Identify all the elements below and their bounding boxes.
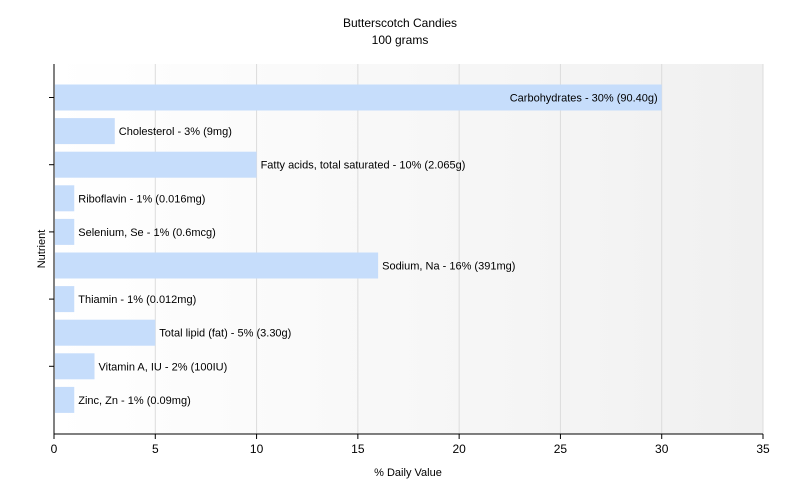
bar bbox=[55, 353, 95, 380]
chart-subtitle: 100 grams bbox=[372, 33, 429, 47]
bar-labels: Carbohydrates - 30% (90.40g) Cholesterol … bbox=[78, 93, 657, 407]
bar-label: Fatty acids, total saturated - 10% (2.06… bbox=[261, 160, 466, 172]
bar-label: Total lipid (fat) - 5% (3.30g) bbox=[159, 328, 291, 340]
x-tick-label: 25 bbox=[554, 442, 568, 456]
x-tick-label: 5 bbox=[152, 442, 159, 456]
x-axis-label: % Daily Value bbox=[374, 467, 442, 479]
bar bbox=[55, 218, 75, 245]
bar-label: Zinc, Zn - 1% (0.09mg) bbox=[78, 395, 190, 407]
chart-title: Butterscotch Candies bbox=[343, 16, 457, 30]
bar bbox=[55, 84, 662, 111]
bar-label: Riboflavin - 1% (0.016mg) bbox=[78, 193, 205, 205]
x-tick-label: 10 bbox=[250, 442, 264, 456]
y-axis-label: Nutrient bbox=[36, 230, 48, 269]
bar bbox=[55, 386, 75, 413]
bar bbox=[55, 151, 257, 178]
x-ticks: 0 5 10 15 20 25 30 35 bbox=[51, 434, 770, 456]
bar bbox=[55, 118, 115, 145]
x-tick-label: 20 bbox=[452, 442, 466, 456]
plot-area bbox=[54, 64, 763, 434]
bar-label: Selenium, Se - 1% (0.6mcg) bbox=[78, 227, 216, 239]
bar bbox=[55, 319, 156, 346]
x-tick-label: 30 bbox=[655, 442, 669, 456]
bar-label: Cholesterol - 3% (9mg) bbox=[119, 126, 232, 138]
bar-label: Thiamin - 1% (0.012mg) bbox=[78, 294, 196, 306]
bars bbox=[55, 84, 662, 413]
x-tick-label: 15 bbox=[351, 442, 365, 456]
bar-label: Vitamin A, IU - 2% (100IU) bbox=[99, 361, 228, 373]
bar bbox=[55, 185, 75, 212]
bar bbox=[55, 252, 379, 279]
bar-label: Carbohydrates - 30% (90.40g) bbox=[510, 93, 658, 105]
y-ticks bbox=[49, 97, 54, 367]
grid-lines bbox=[154, 64, 764, 434]
x-tick-label: 0 bbox=[51, 442, 58, 456]
bar-label: Sodium, Na - 16% (391mg) bbox=[382, 261, 515, 273]
bar bbox=[55, 286, 75, 313]
x-tick-label: 35 bbox=[756, 442, 770, 456]
